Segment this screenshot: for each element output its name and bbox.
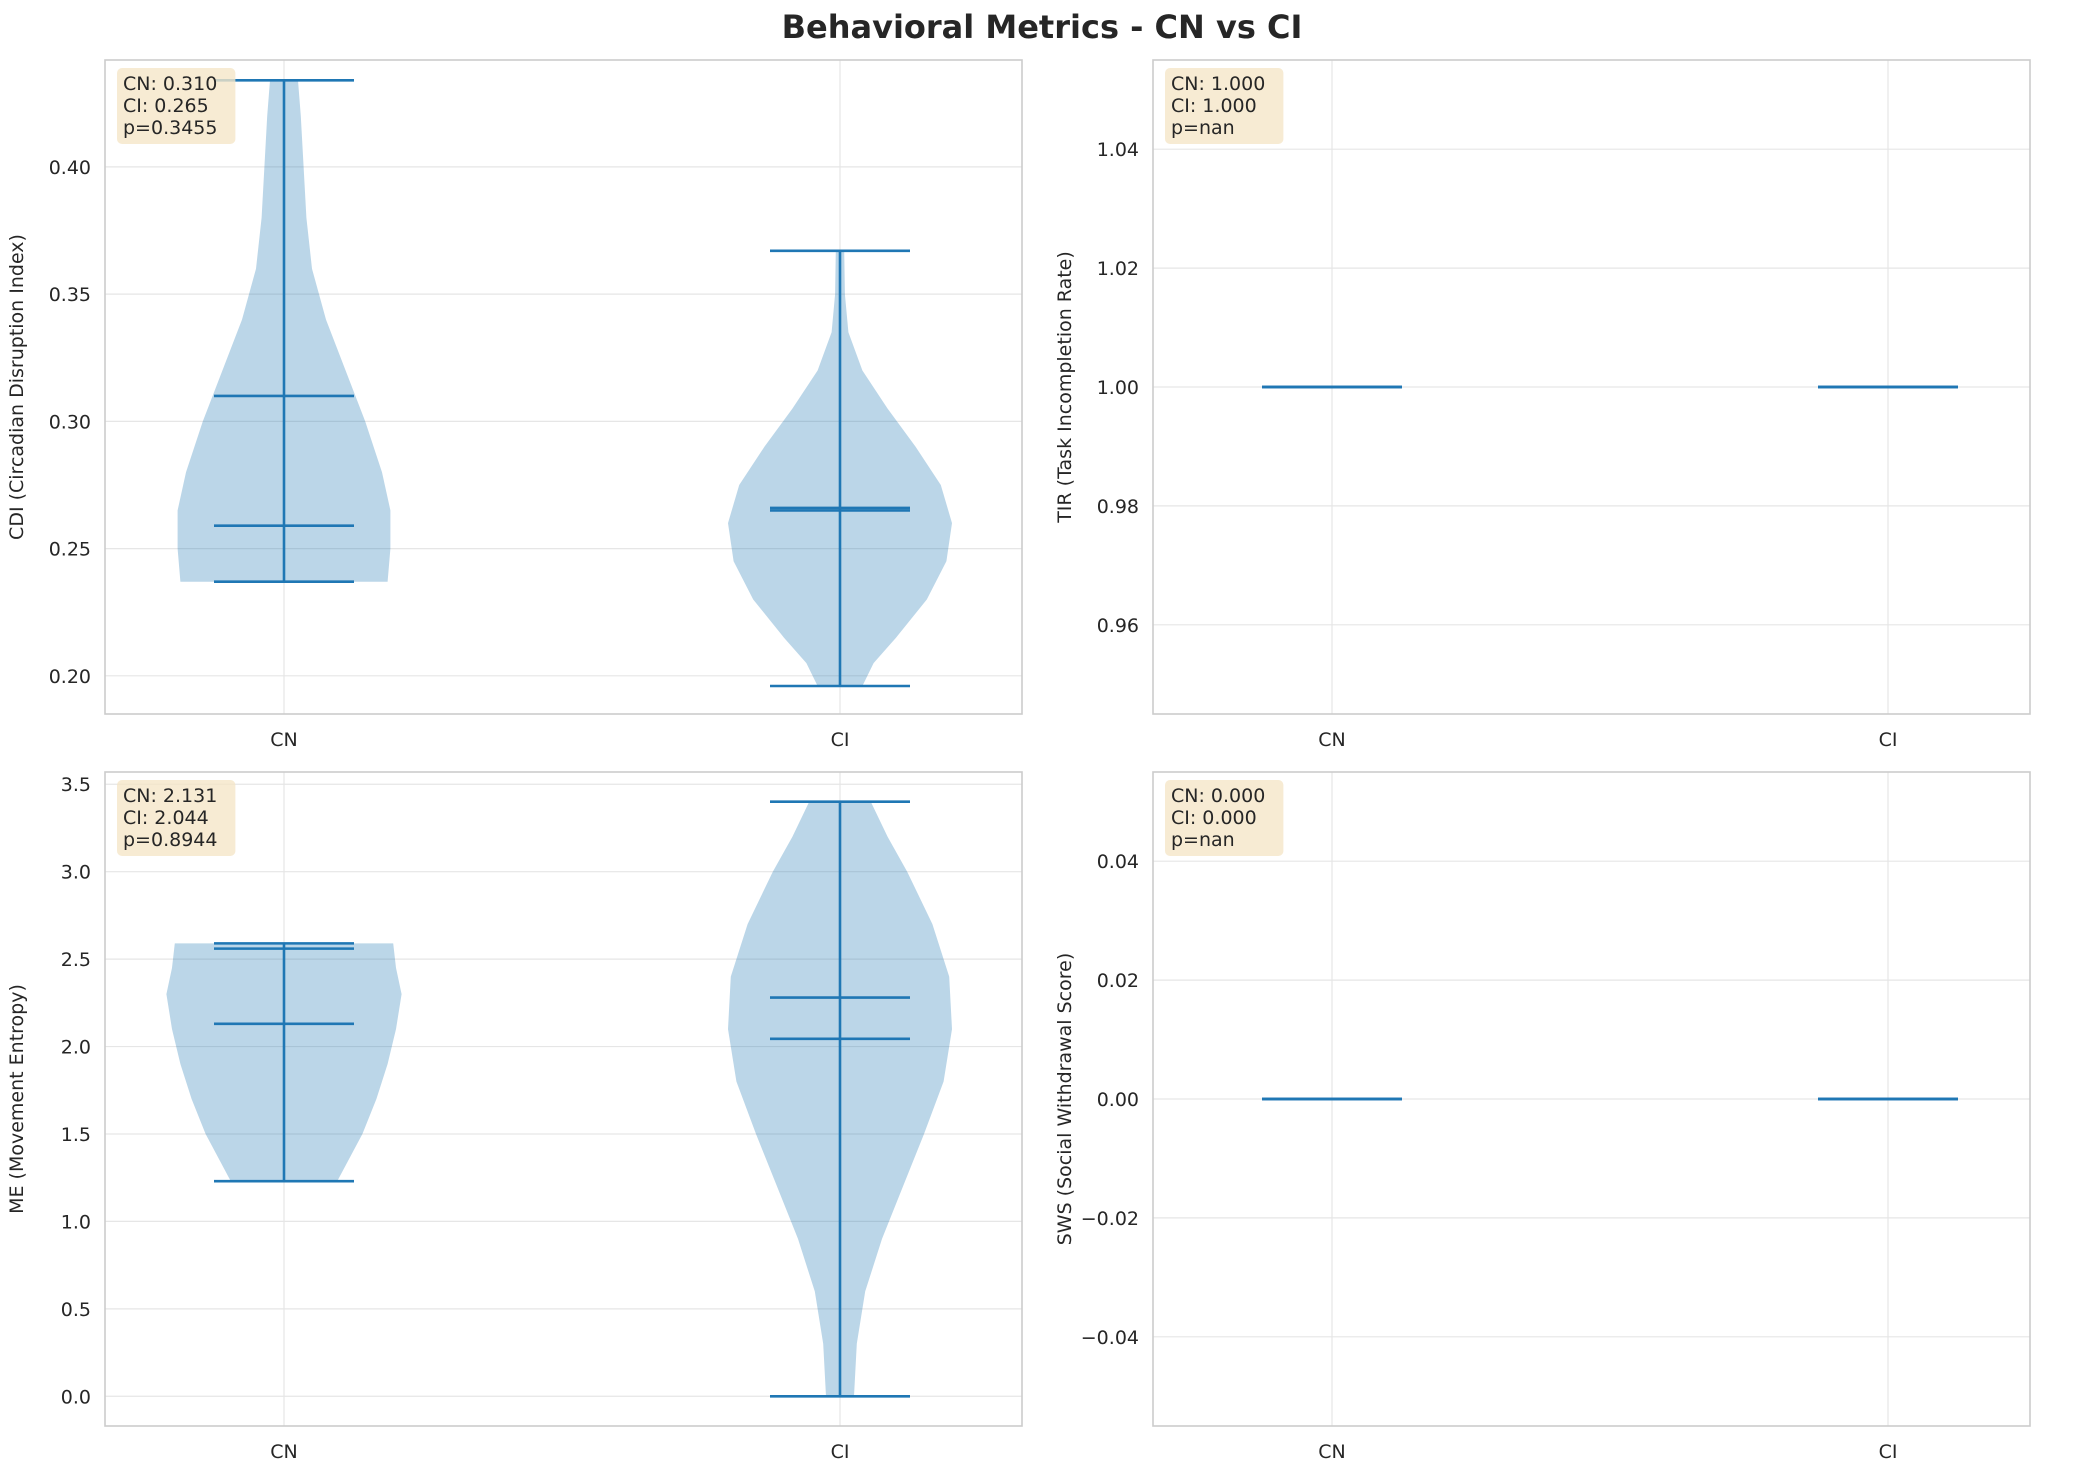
- axes-frame: [1152, 59, 2031, 715]
- stats-annotation-line: p=nan: [1171, 117, 1235, 139]
- violin-CN: [177, 79, 391, 583]
- stats-annotation-line: p=0.8944: [123, 829, 217, 851]
- stats-annotation-line: CI: 0.000: [1171, 807, 1257, 829]
- y-tick-label: 2.5: [61, 949, 91, 971]
- y-tick-label: 1.0: [61, 1211, 91, 1233]
- stats-annotation-box: [117, 780, 236, 856]
- stats-annotation-line: CN: 2.131: [123, 785, 217, 807]
- y-tick-label: 0.20: [49, 666, 91, 688]
- stats-annotation-box: [1165, 68, 1284, 144]
- x-tick-label: CN: [270, 1441, 297, 1463]
- x-tick-label: CI: [831, 1441, 850, 1463]
- y-tick-label: 0.25: [49, 539, 91, 561]
- stats-annotation-line: CN: 1.000: [1171, 73, 1265, 95]
- stats-annotation-line: p=nan: [1171, 829, 1235, 851]
- y-tick-label: 3.5: [61, 774, 91, 796]
- plot-area: [105, 772, 1022, 1426]
- x-tick-label: CN: [1318, 729, 1345, 751]
- y-tick-label: 1.5: [61, 1124, 91, 1146]
- violin-CI: [728, 800, 952, 1398]
- y-tick-label: 0.04: [1097, 851, 1139, 873]
- y-tick-label: 0.0: [61, 1386, 91, 1408]
- y-tick-label: −0.04: [1081, 1327, 1139, 1349]
- y-tick-label: 0.35: [49, 284, 91, 306]
- violin-CN: [166, 942, 402, 1183]
- y-tick-label: 1.00: [1097, 377, 1139, 399]
- x-tick-label: CI: [831, 729, 850, 751]
- y-axis-label: SWS (Social Withdrawal Score): [1054, 953, 1076, 1246]
- y-tick-label: 2.0: [61, 1037, 91, 1059]
- y-tick-label: 0.98: [1097, 496, 1139, 518]
- x-tick-label: CN: [270, 729, 297, 751]
- stats-annotation-line: CI: 1.000: [1171, 95, 1257, 117]
- subplot-3: 0.0 0.5 1.0 1.5 2.0 2.5 3.0 3.5 CN CI ME (Movement…: [6, 771, 1023, 1463]
- y-tick-label: −0.02: [1081, 1208, 1139, 1230]
- stats-annotation-line: CI: 0.265: [123, 95, 209, 117]
- figure-title: Behavioral Metrics - CN vs CI: [781, 8, 1303, 46]
- x-tick-label: CN: [1318, 1441, 1345, 1463]
- stats-annotation-box: [1165, 780, 1284, 856]
- y-tick-label: 0.40: [49, 157, 91, 179]
- y-tick-label: 0.30: [49, 411, 91, 433]
- y-axis-label: CDI (Circadian Disruption Index): [6, 234, 28, 540]
- stats-annotation-line: CN: 0.310: [123, 73, 217, 95]
- y-tick-label: 3.0: [61, 862, 91, 884]
- plot-area: [105, 60, 1022, 714]
- subplot-2: 0.96 0.98 1.00 1.02 1.04 CN CI TIR (Task Incomp…: [1054, 59, 2031, 751]
- violin-CI: [728, 249, 952, 688]
- y-tick-label: 1.02: [1097, 258, 1139, 280]
- y-axis-label: ME (Movement Entropy): [6, 984, 28, 1214]
- y-tick-label: 0.02: [1097, 970, 1139, 992]
- axes-frame: [104, 771, 1023, 1427]
- x-tick-label: CI: [1879, 729, 1898, 751]
- stats-annotation-line: CN: 0.000: [1171, 785, 1265, 807]
- subplot-1: 0.20 0.25 0.30 0.35 0.40 CN CI CDI (Circadian D…: [6, 59, 1023, 751]
- y-tick-label: 1.04: [1097, 139, 1139, 161]
- y-tick-label: 0.5: [61, 1299, 91, 1321]
- stats-annotation-box: [117, 68, 236, 144]
- subplot-4: −0.04 −0.02 0.00 0.02 0.04 CN CI SWS (Social Wi…: [1054, 771, 2031, 1463]
- axes-frame: [104, 59, 1023, 715]
- x-tick-label: CI: [1879, 1441, 1898, 1463]
- y-tick-label: 0.96: [1097, 615, 1139, 637]
- stats-annotation-line: p=0.3455: [123, 117, 217, 139]
- stats-annotation-line: CI: 2.044: [123, 807, 209, 829]
- y-tick-label: 0.00: [1097, 1089, 1139, 1111]
- y-axis-label: TIR (Task Incompletion Rate): [1054, 251, 1076, 524]
- axes-frame: [1152, 771, 2031, 1427]
